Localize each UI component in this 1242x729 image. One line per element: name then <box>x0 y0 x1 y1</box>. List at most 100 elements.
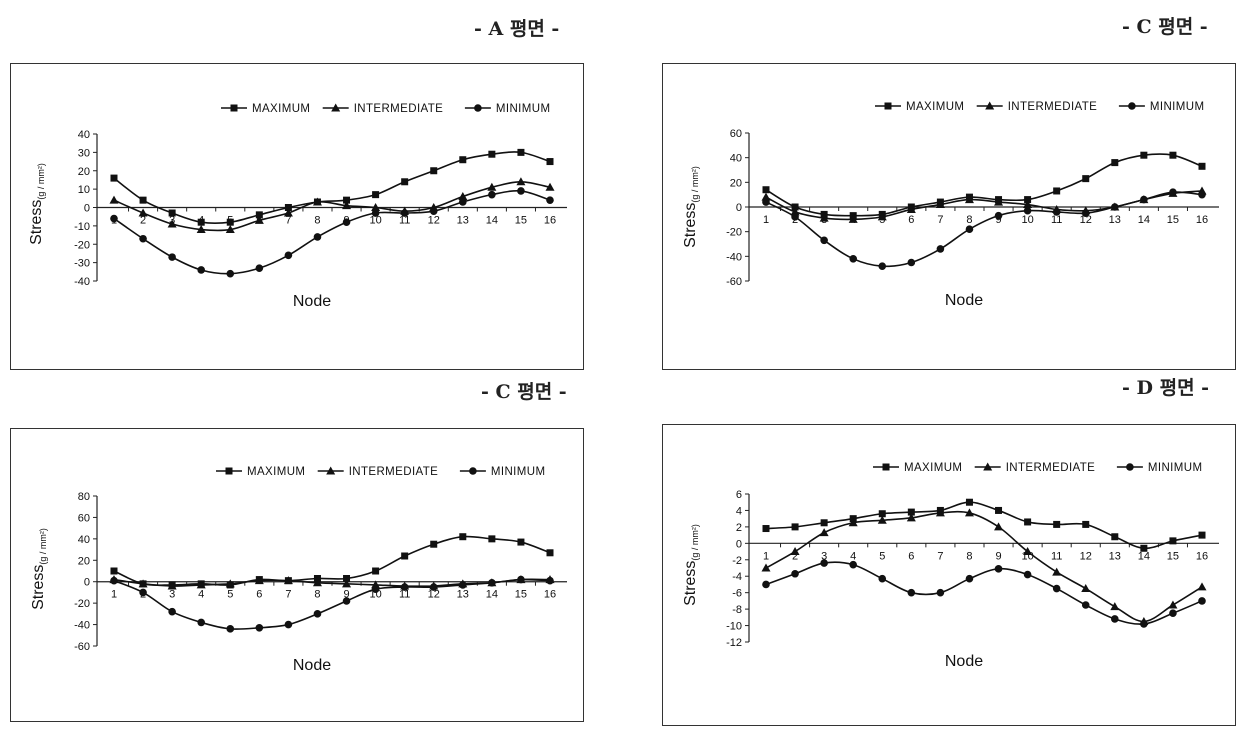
series-line-maximum <box>765 501 1203 550</box>
panel-title-c-top: - C 평면 - <box>1122 16 1208 38</box>
data-point-minimum <box>429 207 438 215</box>
data-point-intermediate <box>761 192 771 201</box>
y-tick-label: 20 <box>78 166 90 178</box>
data-point-maximum <box>343 196 351 204</box>
x-tick-label: 12 <box>428 215 440 227</box>
y-tick-label: 20 <box>78 555 90 567</box>
legend-label: MAXIMUM <box>904 462 962 474</box>
data-point-maximum <box>255 211 263 219</box>
x-tick-label: 7 <box>285 215 291 227</box>
x-tick-label: 16 <box>544 589 556 601</box>
data-point-minimum <box>429 583 438 591</box>
data-point-maximum <box>1111 159 1119 167</box>
data-point-minimum <box>342 218 351 226</box>
x-tick-label: 3 <box>821 550 827 562</box>
data-point-intermediate <box>167 219 177 228</box>
data-point-intermediate <box>819 213 829 222</box>
data-point-intermediate <box>935 200 945 209</box>
data-point-intermediate <box>545 182 555 191</box>
data-point-intermediate <box>1081 584 1091 593</box>
data-point-maximum <box>488 150 496 158</box>
data-point-minimum <box>1111 615 1119 623</box>
data-point-minimum <box>226 269 235 278</box>
data-point-minimum <box>1023 206 1032 215</box>
x-tick-label: 9 <box>343 589 349 601</box>
legend-label: INTERMEDIATE <box>1006 462 1096 474</box>
data-point-intermediate <box>761 563 771 572</box>
data-point-maximum <box>762 525 770 533</box>
y-tick-label: -40 <box>74 620 90 632</box>
data-point-maximum <box>1024 518 1032 526</box>
chart-c-top-svg: 6040200-20-40-6012345678910111213141516M… <box>682 101 1219 309</box>
legend-marker <box>225 467 233 475</box>
x-tick-label: 4 <box>850 550 856 562</box>
data-point-intermediate <box>994 522 1004 531</box>
data-point-maximum <box>459 533 467 541</box>
y-tick-label: -2 <box>732 555 742 567</box>
x-tick-label: 2 <box>792 550 798 562</box>
x-axis-title: Node <box>945 292 983 309</box>
data-point-minimum <box>197 266 205 274</box>
legend-label: MINIMUM <box>491 466 546 478</box>
x-tick-label: 6 <box>256 589 262 601</box>
data-point-minimum <box>1140 620 1148 628</box>
data-point-minimum <box>400 209 409 217</box>
data-point-minimum <box>546 196 554 204</box>
y-tick-label: -20 <box>74 598 90 610</box>
data-point-minimum <box>459 581 467 589</box>
data-point-maximum <box>517 148 525 156</box>
data-point-intermediate <box>225 225 235 234</box>
y-tick-label: 6 <box>736 489 742 501</box>
data-point-intermediate <box>848 214 858 223</box>
y-tick-label: 4 <box>736 505 742 517</box>
data-point-minimum <box>878 262 887 270</box>
data-point-maximum <box>878 510 886 518</box>
data-point-intermediate <box>196 580 206 589</box>
data-point-intermediate <box>487 182 497 191</box>
y-axis-title: Stress(g / mm²) <box>28 163 46 245</box>
x-tick-label: 13 <box>1109 550 1121 562</box>
legend-label: INTERMEDIATE <box>349 466 439 478</box>
x-tick-label: 15 <box>515 589 527 601</box>
data-point-minimum <box>1052 208 1061 216</box>
y-tick-label: -8 <box>732 604 742 616</box>
series-line-minimum <box>113 578 551 630</box>
y-tick-label: 0 <box>736 538 742 550</box>
data-point-intermediate <box>371 203 381 211</box>
data-point-minimum <box>400 583 409 591</box>
x-tick-label: 14 <box>486 215 498 227</box>
data-point-maximum <box>168 209 176 217</box>
data-point-minimum <box>936 245 945 253</box>
data-point-maximum <box>1169 537 1177 545</box>
y-tick-label: 20 <box>730 177 742 189</box>
data-point-maximum <box>762 186 770 194</box>
data-point-minimum <box>1169 609 1177 618</box>
x-tick-label: 11 <box>399 589 410 601</box>
data-point-maximum <box>110 174 118 182</box>
chart-panel-c-bottom: 806040200-20-40-601234567891011121314151… <box>10 428 584 722</box>
data-point-intermediate <box>254 576 264 585</box>
data-point-intermediate <box>167 581 177 590</box>
data-point-intermediate <box>935 508 945 517</box>
y-axis-title: Stress(g / mm²) <box>682 166 700 248</box>
x-tick-label: 8 <box>966 214 972 226</box>
data-point-minimum <box>907 258 916 267</box>
y-tick-label: -6 <box>732 588 742 600</box>
data-point-minimum <box>255 264 264 272</box>
data-point-intermediate <box>342 201 352 210</box>
data-point-intermediate <box>790 547 800 556</box>
data-point-intermediate <box>790 207 800 216</box>
data-point-intermediate <box>138 579 148 588</box>
data-point-maximum <box>1169 151 1177 159</box>
series-line-maximum <box>765 153 1203 217</box>
y-tick-label: 40 <box>78 534 90 546</box>
x-tick-label: 13 <box>457 215 469 227</box>
data-point-minimum <box>994 211 1003 220</box>
legend-label: INTERMEDIATE <box>354 103 444 115</box>
data-point-maximum <box>459 156 467 164</box>
y-tick-label: 40 <box>78 129 90 141</box>
legend: MAXIMUM INTERMEDIATE MINIMUM <box>873 462 1202 474</box>
x-tick-label: 16 <box>544 215 556 227</box>
legend-marker <box>983 462 993 471</box>
x-tick-label: 5 <box>879 550 885 562</box>
